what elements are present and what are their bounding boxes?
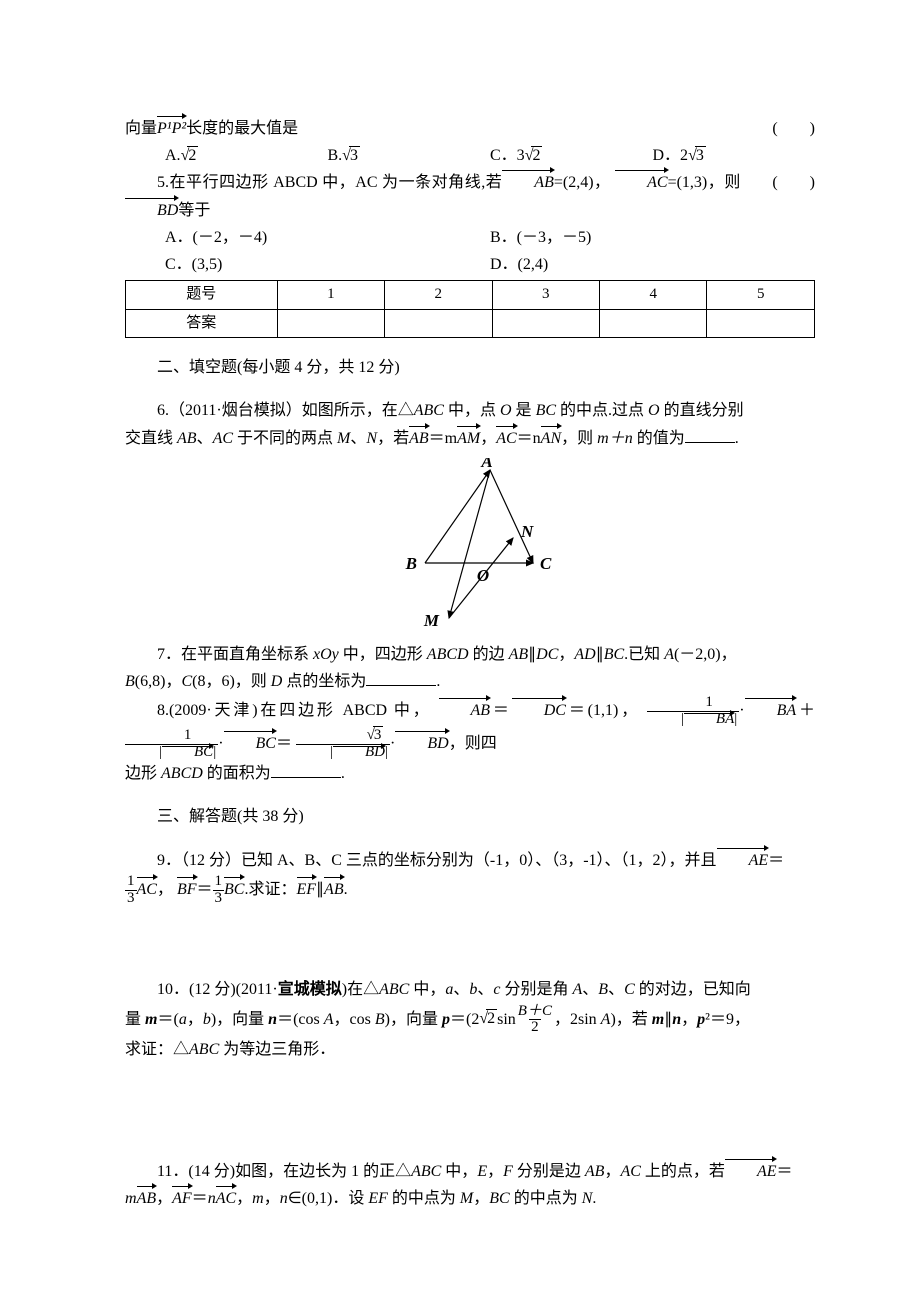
fill-blank: [685, 427, 735, 442]
vector-p1p2: P¹P²: [157, 115, 186, 142]
choice-a: A．(－2，－4): [165, 224, 490, 251]
table-cell: [600, 309, 707, 338]
choice-a: A.√2: [165, 142, 328, 169]
fill-blank: [366, 671, 436, 686]
workspace-gap: [125, 906, 815, 976]
vector-ae: AE: [717, 847, 769, 874]
table-header: 5: [707, 281, 815, 310]
q7-line2: B(6,8)，C(8，6)，则 D 点的坐标为.: [125, 668, 815, 695]
q10-line1: 10．(12 分)(2011·宣城模拟)在△ABC 中，a、b、c 分别是角 A…: [125, 976, 815, 1003]
choice-b: B．(－3，－5): [490, 224, 815, 251]
svg-text:M: M: [423, 611, 440, 628]
vector-bc: BC: [224, 876, 244, 903]
vector-ac: AC: [137, 876, 157, 903]
fraction: B＋C2: [516, 1004, 554, 1037]
table-header: 1: [277, 281, 384, 310]
triangle-diagram-svg: A B C N O M: [375, 458, 565, 628]
q11-line1: 11．(14 分)如图，在边长为 1 的正△ABC 中，E，F 分别是边 AB，…: [125, 1158, 815, 1185]
q10-line2: 量 m＝(a，b)，向量 n＝(cos A，cos B)，向量 p＝(2√2si…: [125, 1004, 815, 1037]
table-row: 题号 1 2 3 4 5: [126, 281, 815, 310]
svg-text:C: C: [540, 554, 552, 573]
vector-ac: AC: [496, 425, 516, 452]
q6-figure: A B C N O M: [125, 458, 815, 637]
choice-d: D．2√3: [653, 142, 816, 169]
vector-ab: AB: [409, 425, 429, 452]
answer-paren: ( ): [772, 115, 815, 142]
vector-ab: AB: [502, 169, 554, 196]
vector-ab: AB: [439, 697, 491, 724]
table-cell: [492, 309, 599, 338]
svg-text:N: N: [520, 522, 534, 541]
table-cell: [277, 309, 384, 338]
table-row: 答案: [126, 309, 815, 338]
vector-ac: AC: [615, 169, 667, 196]
svg-text:O: O: [477, 566, 489, 585]
fraction: 13: [125, 874, 137, 907]
section-3-heading: 三、解答题(共 38 分): [125, 803, 815, 830]
vector-bd: BD: [125, 197, 178, 224]
choice-d: D．(2,4): [490, 251, 815, 278]
choice-c: C．3√2: [490, 142, 653, 169]
vector-dc: DC: [512, 697, 566, 724]
answer-table: 题号 1 2 3 4 5 答案: [125, 280, 815, 338]
q6-line1: 6.（2011·烟台模拟）如图所示，在△ABC 中，点 O 是 BC 的中点.过…: [125, 397, 815, 424]
fraction: 1|BC|: [125, 728, 218, 761]
q5-choices-row1: A．(－2，－4) B．(－3，－5): [165, 224, 815, 251]
svg-text:B: B: [405, 554, 417, 573]
q4-choices: A.√2 B.√3 C．3√2 D．2√3: [165, 142, 815, 169]
vector-ba: BA: [745, 697, 797, 724]
workspace-gap: [125, 1063, 815, 1158]
q5-choices-row2: C．(3,5) D．(2,4): [165, 251, 815, 278]
choice-c: C．(3,5): [165, 251, 490, 278]
table-header: 4: [600, 281, 707, 310]
vector-ab: AB: [137, 1185, 157, 1212]
fraction: 1|BA|: [647, 695, 739, 728]
fraction: √3|BD|: [296, 728, 390, 761]
q10-line3: 求证：△ABC 为等边三角形．: [125, 1036, 815, 1063]
vector-ab: AB: [324, 876, 344, 903]
table-cell: 答案: [126, 309, 278, 338]
table-header: 2: [385, 281, 492, 310]
vector-am: AM: [457, 425, 480, 452]
vector-af: AF: [172, 1185, 192, 1212]
fill-blank: [271, 763, 341, 778]
vector-ae: AE: [725, 1158, 777, 1185]
answer-paren: ( ): [740, 169, 815, 223]
q7-line1: 7．在平面直角坐标系 xOy 中，四边形 ABCD 的边 AB∥DC，AD∥BC…: [125, 641, 815, 668]
q8-line1: 8.(2009·天津)在四边形 ABCD 中， AB＝DC＝(1,1)， 1|B…: [125, 695, 815, 760]
q8-line2: 边形 ABCD 的面积为.: [125, 760, 815, 787]
q9-line2: 13AC， BF＝13BC.求证：EF∥AB.: [125, 874, 815, 907]
table-cell: [707, 309, 815, 338]
vector-an: AN: [541, 425, 561, 452]
q5-stem: 5.在平行四边形 ABCD 中，AC 为一条对角线,若AB=(2,4)， AC=…: [125, 169, 815, 223]
q6-line2: 交直线 AB、AC 于不同的两点 M、N，若AB＝mAM，AC＝nAN，则 m＋…: [125, 425, 815, 452]
q11-line2: mAB，AF＝nAC，m，n∈(0,1)．设 EF 的中点为 M，BC 的中点为…: [125, 1185, 815, 1212]
vector-bc: BC: [224, 730, 276, 757]
vector-bd: BD: [395, 730, 448, 757]
section-2-heading: 二、填空题(每小题 4 分，共 12 分): [125, 354, 815, 381]
vector-bf: BF: [177, 876, 197, 903]
table-cell: [385, 309, 492, 338]
choice-b: B.√3: [328, 142, 491, 169]
table-header: 题号: [126, 281, 278, 310]
vector-ef: EF: [297, 876, 317, 903]
vector-ac: AC: [216, 1185, 236, 1212]
fraction: 13: [213, 874, 225, 907]
q4-stem: 向量P¹P²长度的最大值是 ( ): [125, 115, 815, 142]
q9-line1: 9．（12 分）已知 A、B、C 三点的坐标分别为（-1，0）、（3，-1）、（…: [125, 847, 815, 874]
table-header: 3: [492, 281, 599, 310]
svg-text:A: A: [480, 458, 492, 471]
